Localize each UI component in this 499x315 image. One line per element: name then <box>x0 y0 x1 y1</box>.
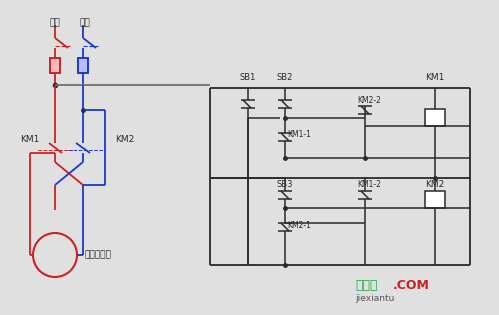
Text: 直流电动机: 直流电动机 <box>85 250 112 260</box>
Text: SB1: SB1 <box>240 73 256 82</box>
Bar <box>425 191 445 208</box>
Text: SB2: SB2 <box>277 73 293 82</box>
Text: KM1: KM1 <box>20 135 39 145</box>
Text: KM1: KM1 <box>425 73 445 82</box>
Text: KM2-2: KM2-2 <box>357 96 381 105</box>
Text: KM2: KM2 <box>425 180 445 189</box>
Bar <box>50 58 60 73</box>
Text: SB3: SB3 <box>277 180 293 189</box>
Text: KM1-1: KM1-1 <box>287 130 311 139</box>
Text: 正极: 正极 <box>49 18 60 27</box>
Text: KM2-1: KM2-1 <box>287 221 311 230</box>
Text: KM2: KM2 <box>115 135 134 145</box>
Text: 负极: 负极 <box>80 18 90 27</box>
Text: jiexiantu: jiexiantu <box>355 294 394 303</box>
Bar <box>425 109 445 126</box>
Text: 接线图: 接线图 <box>355 279 378 292</box>
Text: KM1-2: KM1-2 <box>357 180 381 189</box>
Text: .COM: .COM <box>393 279 430 292</box>
Bar <box>78 58 88 73</box>
